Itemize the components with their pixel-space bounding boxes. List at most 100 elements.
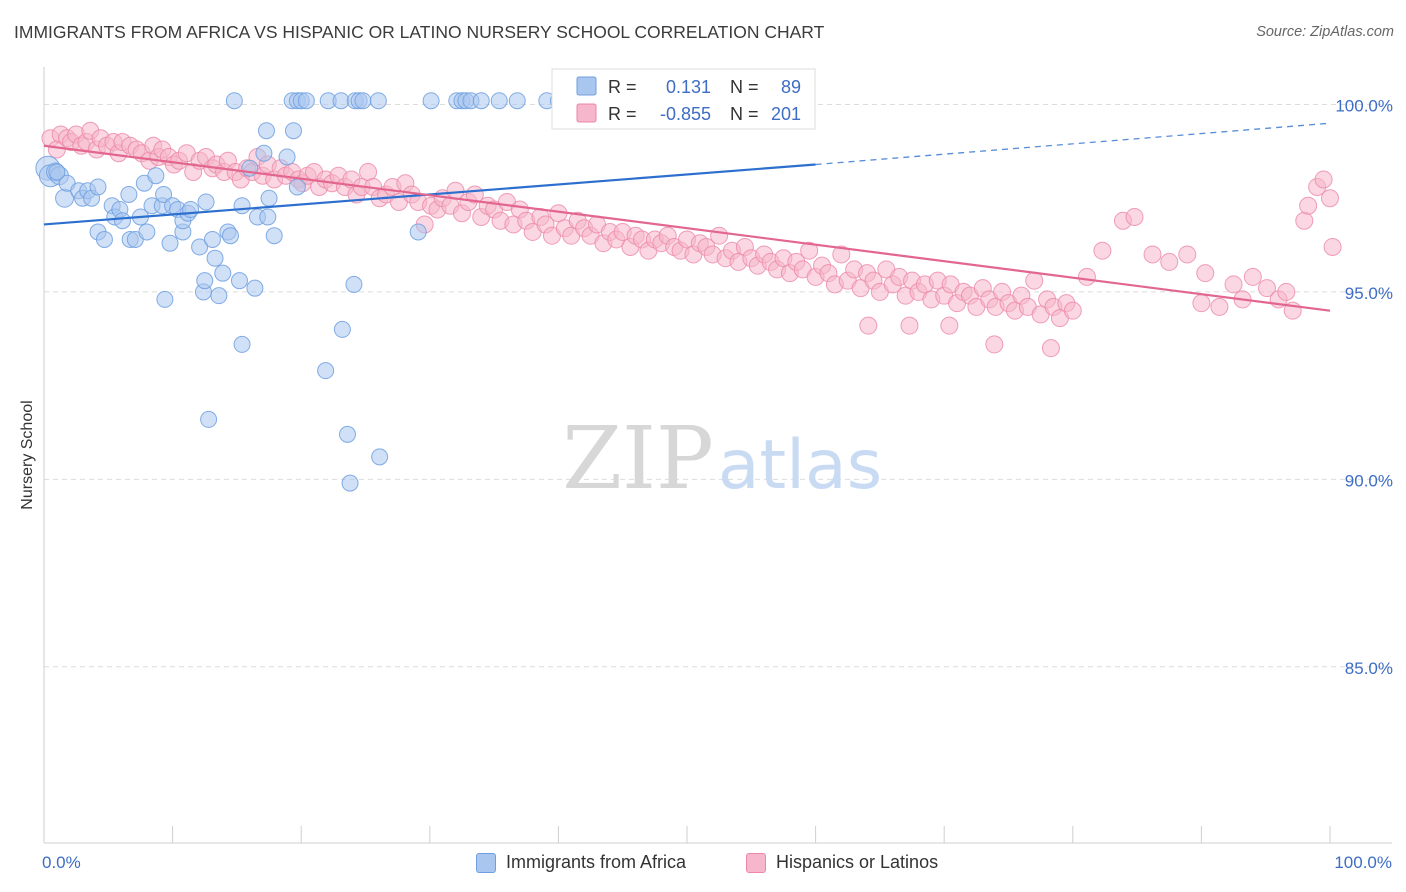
- y-tick-label-2: 90.0%: [1345, 471, 1393, 490]
- point-hispanics-193: [1321, 189, 1339, 208]
- series-legend: Immigrants from Africa Hispanics or Lati…: [0, 852, 1406, 878]
- point-hispanics-176: [1143, 245, 1162, 264]
- y-tick-labels: 100.0% 95.0% 90.0% 85.0%: [1335, 96, 1393, 677]
- point-africa-54: [257, 122, 275, 140]
- point-hispanics-160: [1025, 271, 1044, 290]
- y-tick-label-1: 95.0%: [1345, 284, 1393, 303]
- point-africa-83: [472, 92, 490, 110]
- legend-swatch-hispanics: [746, 852, 766, 873]
- point-africa-76: [371, 448, 389, 466]
- point-africa-45: [221, 227, 239, 245]
- point-africa-39: [200, 410, 218, 428]
- point-hispanics-175: [1125, 207, 1144, 226]
- point-hispanics-177: [1160, 252, 1179, 271]
- source-label: Source: ZipAtlas.com: [1256, 24, 1394, 40]
- point-africa-56: [260, 189, 278, 207]
- point-hispanics-178: [1178, 245, 1197, 264]
- point-africa-68: [333, 320, 351, 338]
- legend-item-hispanics[interactable]: Hispanics or Latinos: [746, 852, 938, 873]
- point-africa-51: [246, 279, 264, 297]
- stats-r-label-hispanics: R =: [608, 104, 637, 124]
- point-africa-84: [490, 92, 508, 110]
- point-africa-85: [508, 92, 526, 110]
- point-africa-67: [332, 92, 350, 110]
- watermark: ZIP atlas: [562, 409, 882, 509]
- legend-swatch-africa: [476, 852, 496, 873]
- legend-item-africa[interactable]: Immigrants from Africa: [476, 852, 686, 873]
- point-africa-34: [182, 200, 200, 218]
- watermark-atlas: atlas: [718, 426, 882, 505]
- point-africa-78: [422, 92, 440, 110]
- point-hispanics-179: [1192, 294, 1211, 313]
- y-tick-label-0: 100.0%: [1335, 96, 1393, 115]
- x-tick-label-min: 0.0%: [42, 853, 81, 872]
- point-hispanics-194: [1323, 237, 1342, 256]
- stats-swatch-africa: [576, 76, 597, 96]
- point-africa-10: [89, 178, 107, 196]
- stats-n-label-hispanics: N =: [730, 104, 759, 124]
- point-africa-27: [156, 290, 174, 308]
- legend-label-africa: Immigrants from Africa: [506, 852, 687, 872]
- point-hispanics-180: [1196, 264, 1215, 283]
- point-africa-24: [147, 167, 165, 185]
- point-hispanics-192: [1314, 170, 1333, 189]
- point-africa-70: [341, 474, 359, 492]
- point-africa-49: [233, 197, 251, 215]
- point-africa-35: [191, 238, 209, 256]
- stats-n-value-hispanics: 201: [771, 104, 801, 124]
- stats-r-label-africa: R =: [608, 77, 637, 97]
- point-africa-47: [230, 272, 248, 290]
- series-africa-points: [35, 92, 567, 492]
- point-hispanics-168: [900, 316, 919, 335]
- point-africa-77: [409, 223, 427, 241]
- point-hispanics-187: [1277, 282, 1296, 301]
- point-hispanics-190: [1299, 196, 1318, 215]
- gridlines: [44, 103, 1392, 668]
- point-hispanics-125: [800, 241, 819, 260]
- point-africa-61: [288, 178, 306, 196]
- point-africa-74: [354, 92, 372, 110]
- trend-africa-dashed: [815, 122, 1331, 166]
- point-hispanics-130: [832, 245, 851, 264]
- point-africa-17: [120, 185, 138, 203]
- trend-hispanics: [43, 144, 1331, 312]
- point-africa-88: [48, 163, 66, 181]
- point-africa-75: [369, 92, 387, 110]
- point-africa-28: [161, 234, 179, 252]
- point-africa-43: [214, 264, 232, 282]
- point-africa-42: [210, 287, 228, 305]
- point-hispanics-184: [1243, 267, 1262, 286]
- stats-n-value-africa: 89: [781, 77, 801, 97]
- point-africa-55: [259, 208, 277, 226]
- point-hispanics-170: [985, 335, 1004, 354]
- point-africa-58: [278, 148, 296, 166]
- point-hispanics-171: [1041, 339, 1060, 358]
- point-africa-41: [206, 249, 224, 267]
- chart-title: IMMIGRANTS FROM AFRICA VS HISPANIC OR LA…: [14, 22, 825, 42]
- point-hispanics-182: [1224, 275, 1243, 294]
- point-hispanics-169: [940, 316, 959, 335]
- trend-lines: [43, 122, 1331, 312]
- point-africa-16: [113, 212, 131, 230]
- point-africa-48: [233, 335, 251, 353]
- point-hispanics-167: [859, 316, 878, 335]
- point-africa-40: [203, 230, 221, 248]
- point-africa-38: [197, 193, 215, 211]
- x-tick-label-max: 100.0%: [1334, 853, 1392, 872]
- point-hispanics-185: [1257, 279, 1276, 298]
- stats-swatch-hispanics: [576, 103, 597, 123]
- point-africa-46: [225, 92, 243, 110]
- point-africa-57: [265, 227, 283, 245]
- point-hispanics-111: [710, 226, 729, 245]
- point-hispanics-172: [1077, 267, 1096, 286]
- point-africa-69: [338, 425, 356, 443]
- point-africa-64: [297, 92, 315, 110]
- point-africa-60: [284, 122, 302, 140]
- point-africa-37: [196, 272, 214, 290]
- stats-r-value-africa: 0.131: [666, 77, 711, 97]
- point-hispanics-166: [1063, 301, 1082, 320]
- point-africa-26: [155, 185, 173, 203]
- point-africa-71: [345, 275, 363, 293]
- y-tick-label-3: 85.0%: [1345, 659, 1393, 678]
